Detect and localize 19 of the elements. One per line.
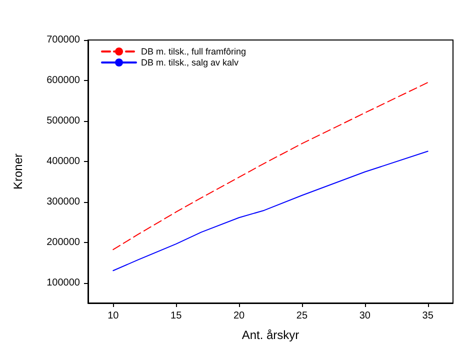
- x-tick-label: 30: [359, 310, 371, 322]
- y-tick-label: 500000: [46, 115, 80, 126]
- line-series: [112, 82, 428, 250]
- y-tick-label: 100000: [46, 277, 80, 288]
- x-tick-label: 25: [296, 310, 308, 322]
- legend-label: DB m. tilsk., full framfôring: [141, 46, 246, 56]
- x-tick-label: 20: [233, 310, 246, 322]
- y-axis-title: Kroner: [11, 153, 25, 190]
- line-series: [112, 150, 428, 272]
- y-tick-label: 600000: [46, 74, 80, 86]
- y-tick-label: 200000: [46, 236, 80, 248]
- y-tick-label: 700000: [46, 34, 80, 46]
- legend-label: DB m. tilsk., salg av kalv: [141, 58, 240, 68]
- x-tick-label: 15: [170, 310, 182, 322]
- y-tick-label: 300000: [46, 196, 80, 208]
- x-tick-label: 35: [422, 310, 434, 322]
- x-axis-title: Ant. årskyr: [242, 328, 300, 342]
- x-tick-label: 10: [108, 310, 120, 322]
- y-tick-label: 400000: [46, 156, 80, 167]
